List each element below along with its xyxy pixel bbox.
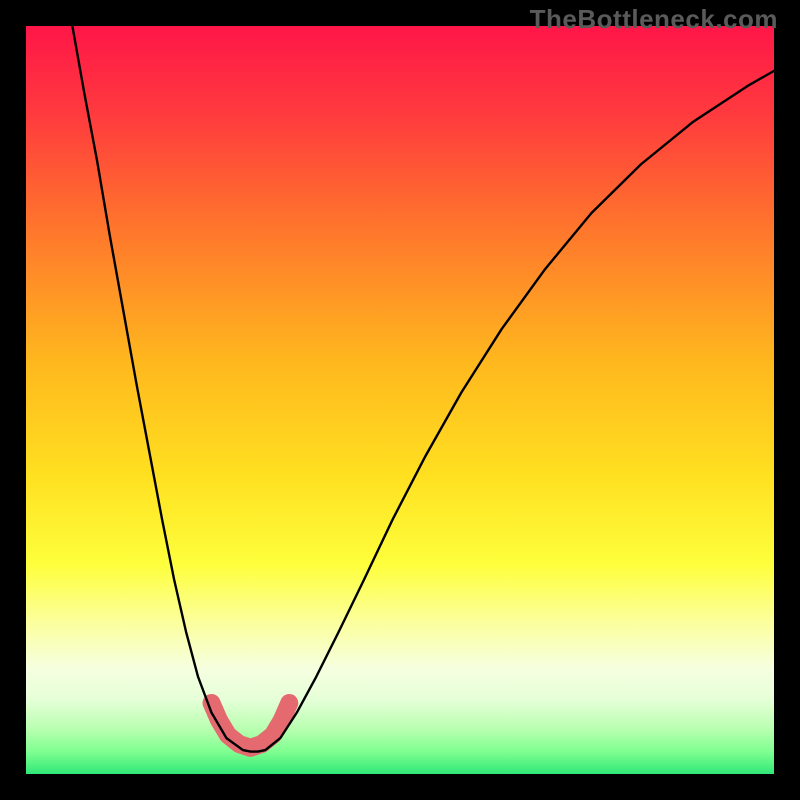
- watermark-text: TheBottleneck.com: [530, 4, 778, 35]
- plot-background: [26, 26, 774, 774]
- bottleneck-chart: [0, 0, 800, 800]
